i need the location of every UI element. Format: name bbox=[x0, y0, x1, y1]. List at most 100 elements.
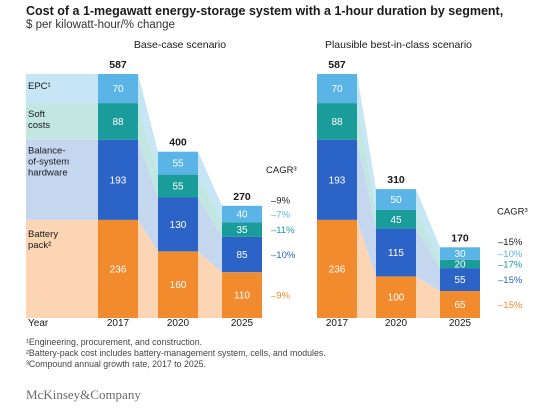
bar-value-label: 100 bbox=[388, 293, 405, 304]
bar-value-label: 236 bbox=[329, 264, 346, 275]
bar-value-label: 193 bbox=[329, 175, 346, 186]
connector-band-battery bbox=[198, 251, 222, 318]
connector-band-bos bbox=[198, 197, 222, 273]
bar-segment-soft bbox=[317, 103, 357, 140]
cagr-bos: –15% bbox=[498, 275, 523, 286]
connector-band-battery bbox=[416, 276, 440, 318]
bar-segment-bos bbox=[222, 236, 262, 273]
bar-value-label: 35 bbox=[236, 225, 248, 236]
bar-segment-bos bbox=[158, 197, 198, 252]
connector-band-epc bbox=[357, 74, 376, 210]
bar-value-label: 55 bbox=[172, 159, 184, 170]
bar-segment-epc bbox=[440, 247, 480, 260]
bar-segment-soft bbox=[158, 174, 198, 198]
bar-total-label: 310 bbox=[387, 174, 405, 186]
chart-subtitle: $ per kilowatt-hour/% change bbox=[26, 19, 175, 31]
bar-value-label: 70 bbox=[331, 84, 343, 95]
row-label-battery: pack² bbox=[28, 240, 51, 251]
bar-value-label: 20 bbox=[454, 260, 466, 271]
bar-total-label: 400 bbox=[169, 137, 187, 149]
bar-segment-soft bbox=[222, 222, 262, 237]
cagr-total: –9% bbox=[271, 195, 291, 206]
footnote-3: ³Compound annual growth rate, 2017 to 20… bbox=[26, 359, 206, 369]
row-band-epc bbox=[26, 74, 98, 104]
connector-band-bos bbox=[138, 139, 158, 252]
bar-segment-bos bbox=[98, 139, 138, 220]
bar-value-label: 85 bbox=[236, 250, 248, 261]
bar-value-label: 55 bbox=[172, 182, 184, 193]
connector-band-epc bbox=[138, 74, 158, 175]
bar-segment-epc bbox=[222, 205, 262, 223]
connector-band-soft bbox=[357, 103, 376, 229]
row-label-bos: hardware bbox=[28, 168, 68, 179]
bar-segment-battery bbox=[158, 251, 198, 318]
bar-segment-epc bbox=[158, 151, 198, 175]
bar-value-label: 130 bbox=[170, 220, 187, 231]
bar-total-label: 270 bbox=[233, 191, 251, 203]
bar-value-label: 45 bbox=[390, 215, 402, 226]
connector-band-soft bbox=[416, 209, 440, 269]
bar-value-label: 40 bbox=[236, 210, 248, 221]
connector-band-epc bbox=[198, 151, 222, 223]
bar-value-label: 236 bbox=[110, 264, 127, 275]
bar-segment-battery bbox=[222, 272, 262, 318]
row-label-epc: EPC¹ bbox=[28, 81, 51, 92]
bar-segment-battery bbox=[376, 276, 416, 318]
bar-value-label: 193 bbox=[110, 175, 127, 186]
footnote-2: ²Battery-pack cost includes battery-mana… bbox=[26, 348, 326, 358]
cagr-battery: –15% bbox=[498, 300, 523, 311]
bar-value-label: 115 bbox=[388, 248, 404, 259]
cagr-epc: –7% bbox=[271, 210, 291, 221]
bar-segment-epc bbox=[317, 74, 357, 104]
year-tick-label: 2017 bbox=[107, 318, 130, 329]
bar-total-label: 587 bbox=[328, 59, 346, 71]
connector-band-soft bbox=[138, 103, 158, 198]
bar-segment-bos bbox=[376, 228, 416, 277]
row-label-soft: Soft bbox=[28, 109, 45, 120]
connector-band-bos bbox=[416, 228, 440, 291]
panel-title: Plausible best-in-class scenario bbox=[325, 39, 472, 51]
row-band-bos bbox=[26, 139, 98, 220]
cagr-epc: –10% bbox=[498, 249, 523, 260]
bar-total-label: 170 bbox=[451, 232, 469, 244]
bar-segment-soft bbox=[440, 259, 480, 269]
year-tick-label: 2025 bbox=[449, 318, 472, 329]
year-tick-label: 2020 bbox=[167, 318, 190, 329]
row-label-soft: costs bbox=[28, 120, 50, 131]
cagr-total: –15% bbox=[498, 237, 523, 248]
bar-value-label: 30 bbox=[454, 249, 466, 260]
year-axis-label: Year bbox=[28, 318, 49, 329]
cagr-header: CAGR³ bbox=[497, 206, 528, 217]
bar-segment-epc bbox=[376, 189, 416, 210]
bar-value-label: 70 bbox=[112, 84, 124, 95]
bar-segment-soft bbox=[98, 103, 138, 140]
row-band-soft bbox=[26, 103, 98, 140]
connector-band-soft bbox=[198, 174, 222, 237]
bar-segment-battery bbox=[440, 291, 480, 318]
row-label-bos: Balance- bbox=[28, 146, 66, 157]
cagr-soft: –11% bbox=[271, 225, 295, 236]
bar-value-label: 88 bbox=[331, 117, 343, 128]
year-tick-label: 2025 bbox=[231, 318, 254, 329]
cagr-battery: –9% bbox=[271, 291, 291, 302]
row-label-battery: Battery bbox=[28, 229, 58, 240]
bar-segment-soft bbox=[376, 209, 416, 229]
bar-value-label: 55 bbox=[454, 275, 466, 286]
year-tick-label: 2017 bbox=[326, 318, 349, 329]
bar-value-label: 110 bbox=[234, 291, 250, 302]
mckinsey-logo: McKinsey&Company bbox=[26, 387, 141, 402]
cagr-bos: –10% bbox=[271, 250, 296, 261]
connector-band-bos bbox=[357, 139, 376, 277]
year-tick-label: 2020 bbox=[385, 318, 408, 329]
bar-segment-bos bbox=[317, 139, 357, 220]
bar-value-label: 88 bbox=[112, 117, 124, 128]
bar-value-label: 160 bbox=[170, 280, 187, 291]
cagr-header: CAGR³ bbox=[266, 165, 297, 176]
bar-segment-bos bbox=[440, 268, 480, 291]
connector-band-battery bbox=[357, 219, 376, 318]
footnote-1: ¹Engineering, procurement, and construct… bbox=[26, 337, 203, 347]
bar-segment-epc bbox=[98, 74, 138, 104]
connector-band-epc bbox=[416, 189, 440, 260]
bar-segment-battery bbox=[317, 219, 357, 318]
